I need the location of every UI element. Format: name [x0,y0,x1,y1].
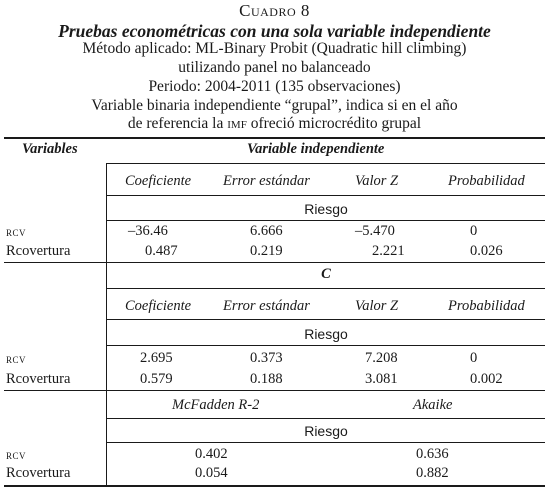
std-error-header: Error estándar [223,173,310,189]
riesgo-label: Riesgo [304,326,348,342]
table-cell: 0.402 [195,446,228,462]
table-title: Pruebas econométricas con una sola varia… [58,21,491,41]
table-cell: –5.470 [355,223,395,239]
table-cell: 7.208 [365,350,398,366]
coefficient-header: Coeficiente [125,173,192,189]
independent-variable-header: Variable independiente [247,141,385,157]
top-rule [4,137,545,139]
row-label-rcovertura: Rcovertura [6,371,71,387]
table-cell: 0.579 [140,371,173,387]
rule-under-stat-headers-1 [107,195,545,196]
rule-under-stat-headers-2 [107,319,545,320]
table-cell: –36.46 [128,223,168,239]
table-cell: 2.695 [140,350,173,366]
variable-description-line-2: de referencia la imf ofreció microcrédit… [0,115,549,133]
table-caption: Cuadro 8 [239,1,310,20]
row-label-rcv: rcv [6,351,27,366]
akaike-header: Akaike [413,397,453,413]
rule-under-riesgo-3 [107,442,545,443]
column-separator [106,163,107,485]
table-cell: 0.026 [470,243,503,259]
probability-header: Probabilidad [448,173,525,189]
rule-under-main-header [107,163,545,164]
table-cell: 0.002 [470,371,503,387]
row-label-rcovertura: Rcovertura [6,465,71,481]
rule-after-block-2 [4,390,545,391]
table-cell: 0.487 [145,243,178,259]
rule-under-c-label [107,288,545,289]
table-cell: 0.636 [416,446,449,462]
row-label-rcv: rcv [6,224,27,239]
rule-under-riesgo-1 [107,220,545,221]
bottom-rule [4,485,545,487]
std-error-header: Error estándar [223,298,310,314]
table-cell: 0.882 [416,465,449,481]
rule-after-block-1 [4,262,545,263]
panel-line: utilizando panel no balanceado [178,59,371,76]
table-cell: 6.666 [250,223,283,239]
variable-description-line-1: Variable binaria independiente “grupal”,… [91,97,458,114]
riesgo-label: Riesgo [304,423,348,439]
table-cell: 0 [470,350,478,366]
variable-line-2-prefix: de referencia la [127,115,228,132]
row-label-rcv: rcv [6,447,27,462]
table-cell: 0.188 [250,371,283,387]
table-cell: 0 [470,223,478,239]
rule-under-riesgo-2 [107,345,545,346]
table-cell: 2.221 [372,243,405,259]
imf-abbreviation: imf [227,115,247,132]
table-cell: 3.081 [365,371,398,387]
table-cell: 0.373 [250,350,283,366]
variables-column-header: Variables [22,141,78,157]
c-block-label: C [321,266,331,282]
period-line: Periodo: 2004-2011 (135 observaciones) [148,78,401,95]
mcfadden-header: McFadden R-2 [172,397,260,413]
rule-under-fit-headers [107,418,545,419]
table-cell: 0.054 [195,465,228,481]
riesgo-label: Riesgo [304,201,348,217]
row-label-rcovertura: Rcovertura [6,243,71,259]
variable-line-2-suffix: ofreció microcrédito grupal [246,115,422,132]
method-line: Método aplicado: ML-Binary Probit (Quadr… [82,40,467,57]
z-value-header: Valor Z [355,298,399,314]
coefficient-header: Coeficiente [125,298,192,314]
table-cell: 0.219 [250,243,283,259]
probability-header: Probabilidad [448,298,525,314]
z-value-header: Valor Z [355,173,399,189]
